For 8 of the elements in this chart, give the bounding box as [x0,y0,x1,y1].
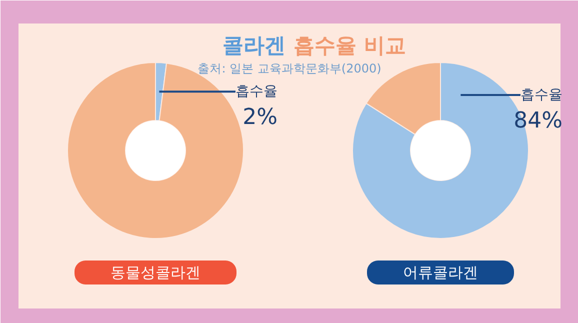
chart-subtitle: 출처: 일본 교육과학문화부(2000) [198,62,382,76]
data-label: 2% [242,105,278,130]
chart-title: 콜라겐 흡수율 비교 [222,34,406,58]
text: 어류콜라겐 [403,264,478,282]
text: 동물성콜라겐 [110,264,200,282]
data-label: 84% [514,108,563,134]
slice-label: 흡수율 [236,84,278,100]
slice-label: 흡수율 [520,87,562,104]
